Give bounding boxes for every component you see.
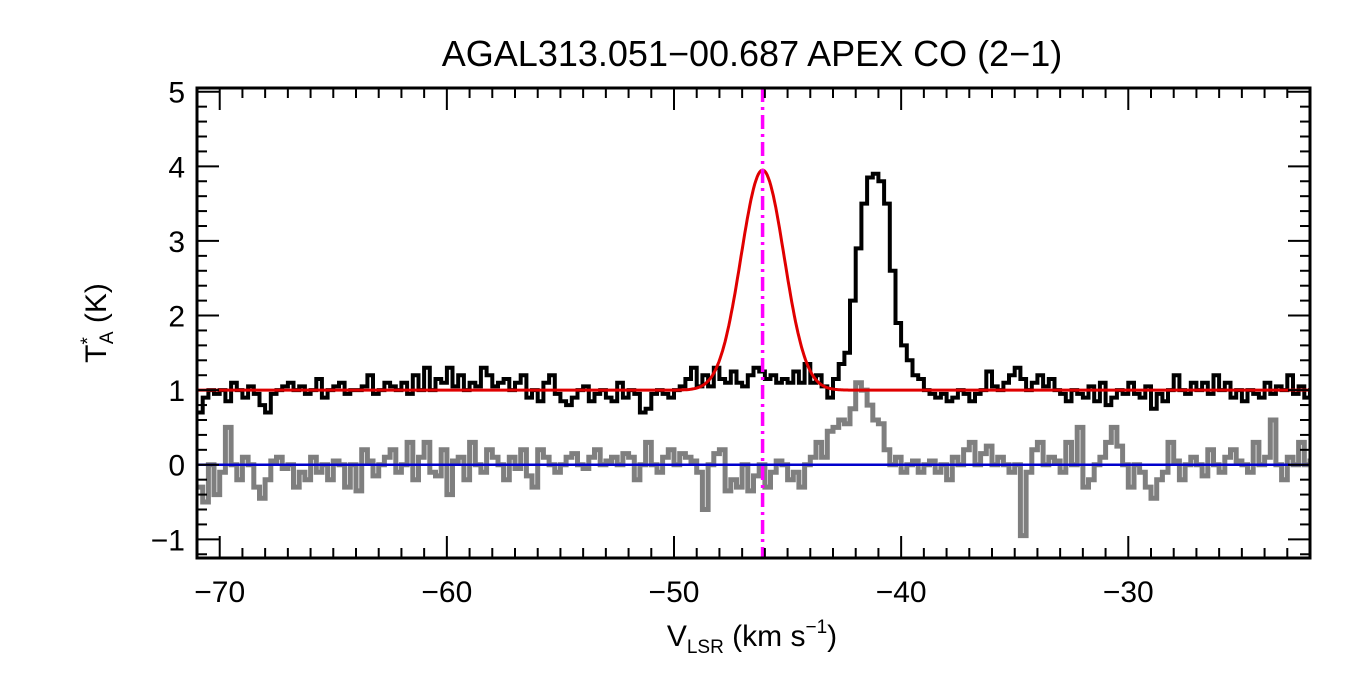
y-tick-labels: −1 0 1 2 3 4 5 — [151, 77, 185, 558]
y-tick-label: 2 — [168, 301, 185, 334]
x-tick-label: −70 — [194, 576, 245, 609]
x-tick-label: −30 — [1103, 576, 1154, 609]
x-tick-label: −50 — [649, 576, 700, 609]
series-spectrum — [197, 171, 1310, 415]
x-label-main: V — [667, 620, 687, 653]
gaussian-fit-line — [197, 168, 1310, 392]
plot-frame — [195, 86, 1312, 560]
y-label-unit: (K) — [80, 283, 113, 331]
axis-ticks — [196, 88, 1311, 558]
x-label-unit-sup: −1 — [805, 617, 827, 638]
x-label-unit: (km s — [724, 620, 806, 653]
y-tick-label: 1 — [168, 375, 185, 408]
x-axis-label: VLSR (km s−1) — [667, 617, 837, 658]
y-tick-label: −1 — [151, 524, 185, 557]
y-label-sup: * — [78, 337, 99, 345]
x-tick-labels: −70 −60 −50 −40 −30 — [194, 576, 1153, 609]
plot-area — [195, 86, 1312, 560]
y-axis-label: T*A (K) — [78, 283, 118, 363]
x-label-sub: LSR — [687, 637, 724, 658]
x-label-unit-close: ) — [827, 620, 837, 653]
y-tick-label: 3 — [168, 226, 185, 259]
y-label-main: T — [80, 345, 113, 363]
y-label-sub: A — [97, 331, 118, 344]
chart-title: AGAL313.051−00.687 APEX CO (2−1) — [442, 33, 1062, 74]
x-tick-label: −60 — [421, 576, 472, 609]
y-tick-label: 4 — [168, 151, 185, 184]
y-tick-label: 5 — [168, 77, 185, 110]
x-tick-label: −40 — [876, 576, 927, 609]
y-tick-label: 0 — [168, 450, 185, 483]
